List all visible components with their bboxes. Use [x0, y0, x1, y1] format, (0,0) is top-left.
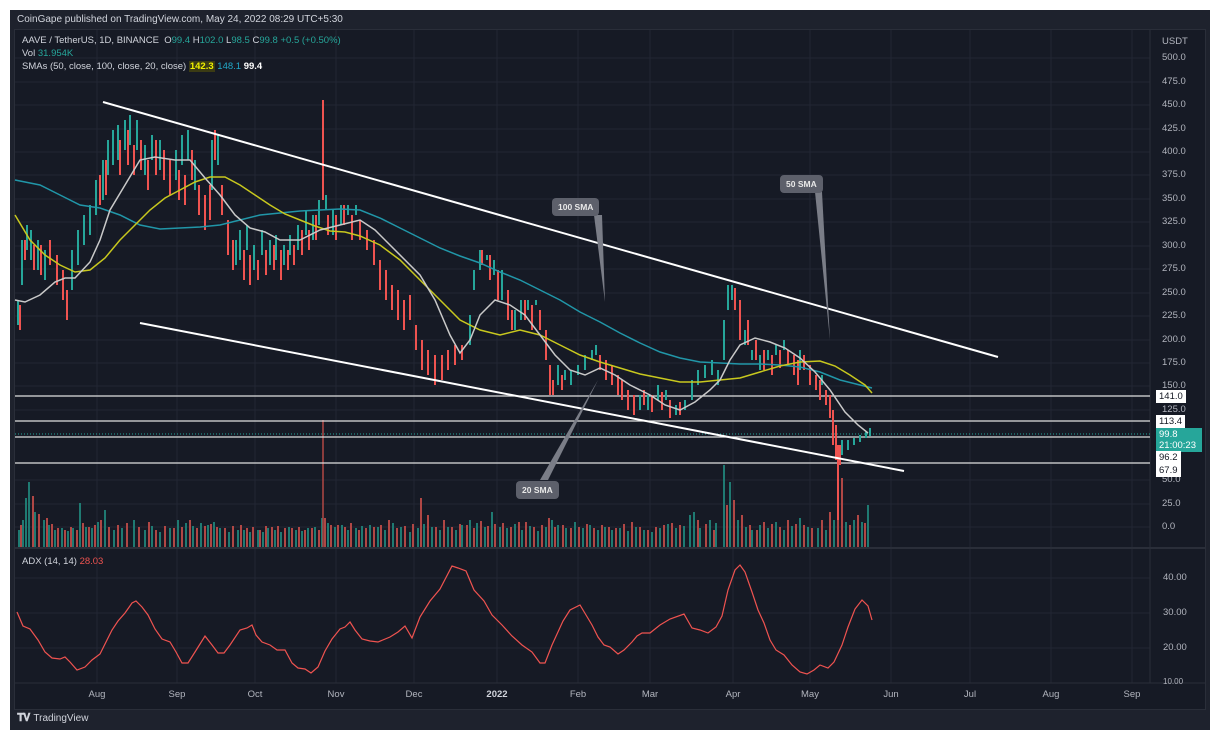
current-price-tag: 99.8 21:00:23 — [1156, 428, 1202, 452]
time-tick: Sep — [168, 689, 186, 700]
adx-tick: 30.00 — [1163, 607, 1187, 618]
time-tick-year: 2022 — [486, 689, 508, 700]
price-tick: 425.0 — [1162, 123, 1186, 134]
adx-tick: 20.00 — [1163, 642, 1187, 653]
time-tick: Aug — [88, 689, 106, 700]
support-resistance-levels — [15, 395, 1150, 464]
time-tick: May — [801, 689, 819, 700]
tradingview-logo-icon: 𝐓𝐕 — [17, 712, 30, 724]
price-tick: 300.0 — [1162, 240, 1186, 251]
tradingview-logo[interactable]: 𝐓𝐕 TradingView — [17, 712, 88, 725]
adx-tick: 40.00 — [1163, 572, 1187, 583]
level-tag-96: 96.2 — [1156, 451, 1181, 464]
price-tick: 0.0 — [1162, 521, 1176, 532]
price-tick: 225.0 — [1162, 310, 1186, 321]
volume-value: 31.954K — [37, 48, 74, 59]
change-value: +0.5 (+0.50%) — [280, 35, 341, 46]
price-candles — [17, 100, 871, 520]
sma20-line — [14, 156, 869, 434]
sma50-callout-pointer — [815, 192, 830, 340]
price-tick: 475.0 — [1162, 76, 1186, 87]
sma-label: SMAs (50, close, 100, close, 20, close) — [22, 61, 187, 72]
adx-value: 28.03 — [79, 556, 104, 567]
published-caption: CoinGape published on TradingView.com, M… — [17, 14, 343, 25]
price-tick: 500.0 — [1162, 52, 1186, 63]
time-tick: Aug — [1042, 689, 1060, 700]
price-tick: 150.0 — [1162, 380, 1186, 391]
price-tick: 125.0 — [1162, 404, 1186, 415]
adx-tick: 10.00 — [1163, 677, 1184, 686]
price-tick: 250.0 — [1162, 287, 1186, 298]
time-tick: Mar — [641, 689, 659, 700]
close-label: C — [252, 35, 260, 46]
volume-label: Vol — [22, 48, 36, 59]
symbol-legend[interactable]: AAVE / TetherUS, 1D, BINANCE O99.4 H102.… — [22, 35, 341, 46]
sma50-line — [14, 176, 873, 394]
time-tick: Dec — [405, 689, 423, 700]
low-label: L — [226, 35, 232, 46]
tradingview-brand: TradingView — [33, 713, 89, 724]
price-tick: 325.0 — [1162, 216, 1186, 227]
close-value: 99.8 — [259, 35, 278, 46]
price-tick: 350.0 — [1162, 193, 1186, 204]
high-label: H — [192, 35, 200, 46]
adx-label: ADX (14, 14) — [22, 556, 77, 567]
sma100-callout[interactable]: 100 SMA — [552, 198, 600, 216]
level-tag-67: 67.9 — [1156, 464, 1181, 477]
currency-label: USDT — [1162, 36, 1188, 47]
open-value: 99.4 — [171, 35, 191, 46]
sma50-value: 142.3 — [188, 61, 215, 72]
volume-bars — [18, 420, 869, 547]
volume-legend[interactable]: Vol 31.954K — [22, 48, 73, 59]
level-tag-113: 113.4 — [1156, 415, 1186, 428]
symbol-label: AAVE / TetherUS, 1D, BINANCE — [22, 35, 159, 46]
high-value: 102.0 — [199, 35, 224, 46]
low-value: 98.5 — [231, 35, 250, 46]
current-price: 99.8 — [1159, 429, 1178, 440]
price-tick: 50.0 — [1162, 474, 1181, 485]
time-tick: Jul — [963, 689, 977, 700]
lower-channel-line[interactable] — [139, 322, 905, 472]
sma20-value: 99.4 — [243, 61, 263, 72]
time-tick: Jun — [883, 689, 899, 700]
price-tick: 400.0 — [1162, 146, 1186, 157]
sma20-callout-pointer — [540, 380, 598, 480]
time-tick: Sep — [1123, 689, 1141, 700]
time-tick: Nov — [327, 689, 345, 700]
sma100-callout-pointer — [594, 215, 605, 302]
bar-countdown: 21:00:23 — [1159, 440, 1196, 451]
sma100-value: 148.1 — [217, 61, 242, 72]
open-label: O — [164, 35, 172, 46]
level-tag-141: 141.0 — [1156, 390, 1186, 403]
price-tick: 25.0 — [1162, 498, 1181, 509]
price-tick: 200.0 — [1162, 334, 1186, 345]
time-tick: Oct — [247, 689, 263, 700]
sma20-callout[interactable]: 20 SMA — [516, 481, 559, 499]
price-tick: 275.0 — [1162, 263, 1186, 274]
adx-line — [16, 564, 873, 675]
time-tick: Feb — [569, 689, 587, 700]
adx-legend[interactable]: ADX (14, 14) 28.03 — [22, 556, 103, 567]
upper-channel-line[interactable] — [102, 101, 999, 358]
sma-legend[interactable]: SMAs (50, close, 100, close, 20, close) … — [22, 61, 262, 72]
price-tick: 375.0 — [1162, 169, 1186, 180]
price-tick: 175.0 — [1162, 357, 1186, 368]
time-tick: Apr — [725, 689, 741, 700]
sma50-callout[interactable]: 50 SMA — [780, 175, 823, 193]
price-tick: 450.0 — [1162, 99, 1186, 110]
sma100-line — [14, 179, 873, 389]
